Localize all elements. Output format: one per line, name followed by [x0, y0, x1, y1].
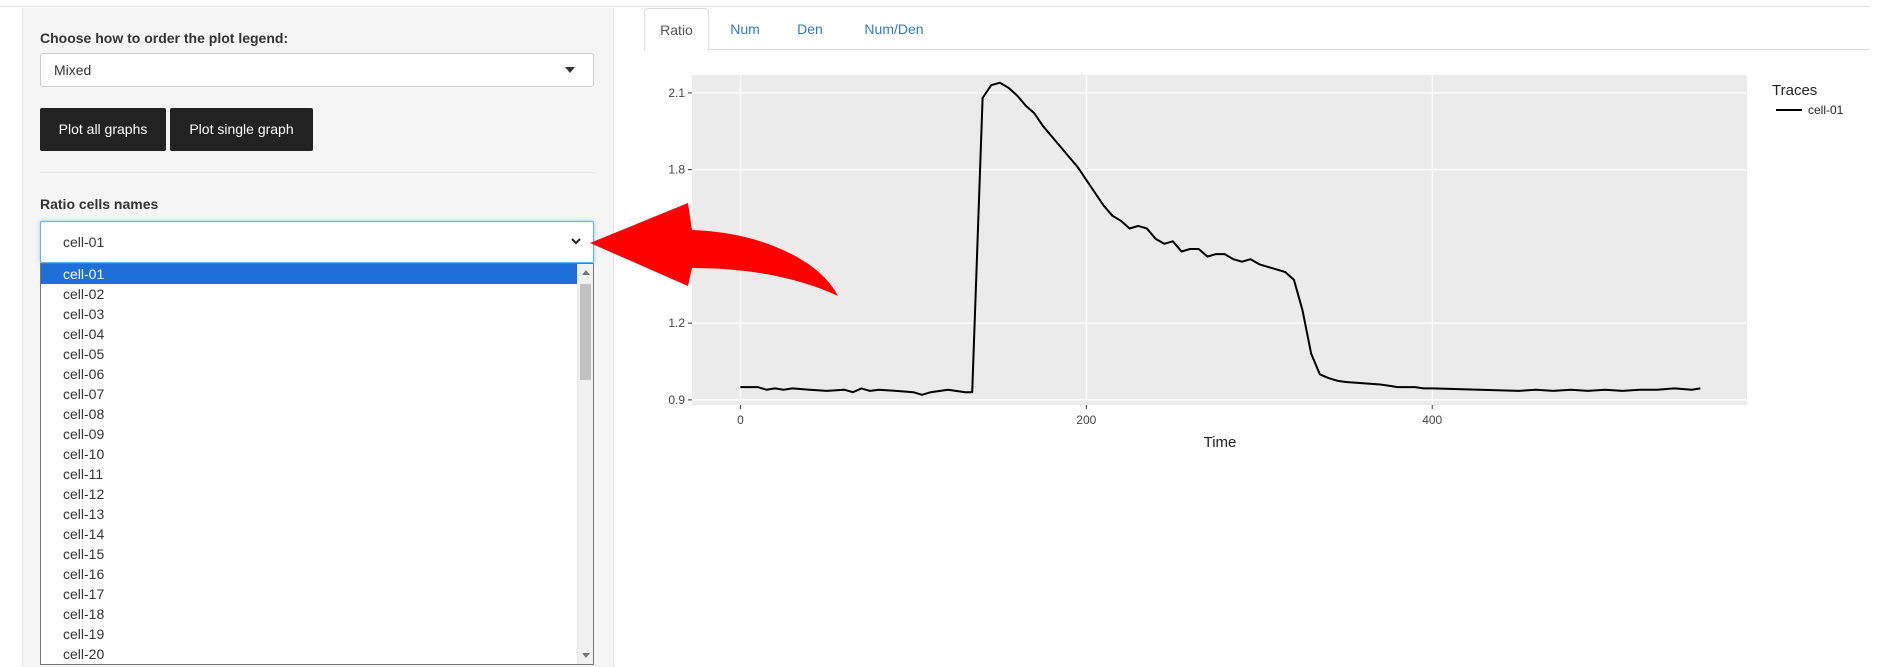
tab-ratio[interactable]: Ratio — [644, 8, 709, 51]
x-tick-label: 200 — [1076, 413, 1096, 427]
top-divider — [0, 6, 1870, 7]
legend-order-label: Choose how to order the plot legend: — [40, 30, 289, 46]
cell-option[interactable]: cell-17 — [63, 586, 105, 602]
cell-option[interactable]: cell-16 — [63, 566, 105, 582]
cells-selected-value: cell-01 — [63, 234, 105, 250]
legend-item-cell-01[interactable]: cell-01 — [1808, 103, 1844, 117]
cell-option[interactable]: cell-04 — [63, 326, 105, 342]
x-tick-label: 0 — [737, 413, 744, 427]
cell-option[interactable]: cell-09 — [63, 426, 105, 442]
chevron-down-icon — [571, 238, 581, 245]
y-tick-label: 2.1 — [668, 86, 685, 100]
y-tick-label: 1.8 — [668, 163, 685, 177]
cells-names-select[interactable]: cell-01 — [40, 221, 594, 263]
scrollbar-thumb[interactable] — [580, 284, 591, 380]
scroll-up-icon[interactable] — [582, 270, 590, 275]
cell-option[interactable]: cell-20 — [63, 646, 105, 662]
scroll-down-icon[interactable] — [582, 653, 590, 658]
cell-option[interactable]: cell-12 — [63, 486, 105, 502]
plot-single-graph-button[interactable]: Plot single graph — [170, 108, 313, 151]
cell-option[interactable]: cell-13 — [63, 506, 105, 522]
x-axis-label: Time — [1204, 434, 1237, 451]
legend-title: Traces — [1772, 82, 1817, 99]
cell-option[interactable]: cell-08 — [63, 406, 105, 422]
dropdown-scrollbar[interactable] — [577, 264, 593, 664]
sidebar-divider — [40, 172, 594, 173]
tab-bar: Ratio Num Den Num/Den — [644, 8, 1870, 51]
cells-dropdown-list[interactable]: cell-01 cell-02 cell-03 cell-04 cell-05 cell-… — [40, 263, 594, 665]
cell-option[interactable]: cell-07 — [63, 386, 105, 402]
plot-all-graphs-button[interactable]: Plot all graphs — [40, 108, 166, 151]
cell-option[interactable]: cell-11 — [63, 466, 104, 482]
cell-option[interactable]: cell-03 — [63, 306, 105, 322]
plot-background — [692, 75, 1747, 405]
y-tick-label: 1.2 — [668, 316, 685, 330]
cell-option[interactable]: cell-02 — [63, 286, 105, 302]
legend-order-value: Mixed — [54, 62, 92, 78]
legend-order-select[interactable]: Mixed — [40, 53, 594, 87]
cell-option[interactable]: cell-18 — [63, 606, 105, 622]
cell-option[interactable]: cell-06 — [63, 366, 105, 382]
cell-option[interactable]: cell-14 — [63, 526, 105, 542]
caret-down-icon — [565, 67, 575, 73]
cells-names-label: Ratio cells names — [40, 196, 159, 212]
tab-num-den[interactable]: Num/Den — [864, 21, 924, 37]
y-tick-label: 0.9 — [668, 393, 685, 407]
cell-option[interactable]: cell-01 — [41, 264, 578, 284]
tab-den[interactable]: Den — [797, 21, 823, 37]
cell-option[interactable]: cell-05 — [63, 346, 105, 362]
series-line-cell-01[interactable] — [740, 81, 1701, 396]
cell-option[interactable]: cell-15 — [63, 546, 105, 562]
cell-option[interactable]: cell-19 — [63, 626, 105, 642]
cell-option[interactable]: cell-10 — [63, 446, 105, 462]
tab-num[interactable]: Num — [730, 21, 760, 37]
x-tick-label: 400 — [1422, 413, 1442, 427]
